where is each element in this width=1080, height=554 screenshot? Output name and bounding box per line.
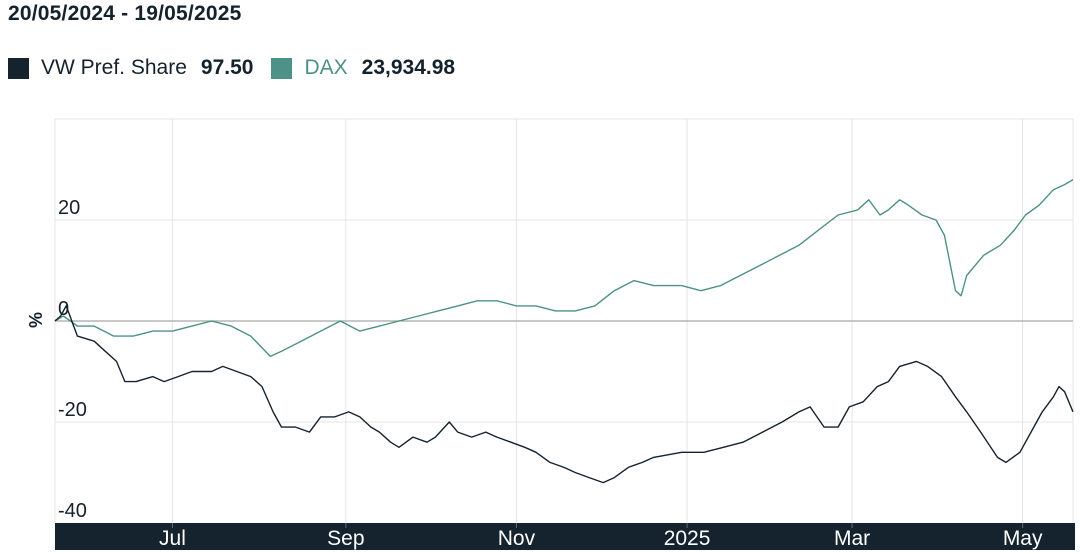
x-tick-label: Jul [159,527,186,550]
legend-label-vw: VW Pref. Share [41,56,187,79]
legend-swatch-vw [8,57,29,79]
legend-value-dax: 23,934.98 [361,56,456,79]
x-axis-band [55,523,1075,550]
y-tick-label: -20 [58,399,87,421]
date-range: 20/05/2024 - 19/05/2025 [8,2,242,25]
y-axis-label: % [26,312,46,328]
legend-value-vw: 97.50 [200,56,254,79]
series-line-vw-pref-share [54,305,1074,484]
x-tick-label: 2025 [664,527,711,550]
y-tick-label: -40 [58,500,87,522]
series-line-dax [54,178,1074,358]
x-tick-label: May [1003,527,1043,550]
legend: VW Pref. Share 97.50 DAX 23,934.98 [8,55,473,81]
legend-label-dax: DAX [304,56,348,79]
y-tick-label: 20 [58,197,80,219]
x-tick-label: Mar [834,527,870,550]
y-tick-label: 0 [58,298,69,320]
legend-swatch-dax [271,57,293,79]
x-tick-label: Sep [327,527,364,550]
x-tick-label: Nov [498,527,536,550]
